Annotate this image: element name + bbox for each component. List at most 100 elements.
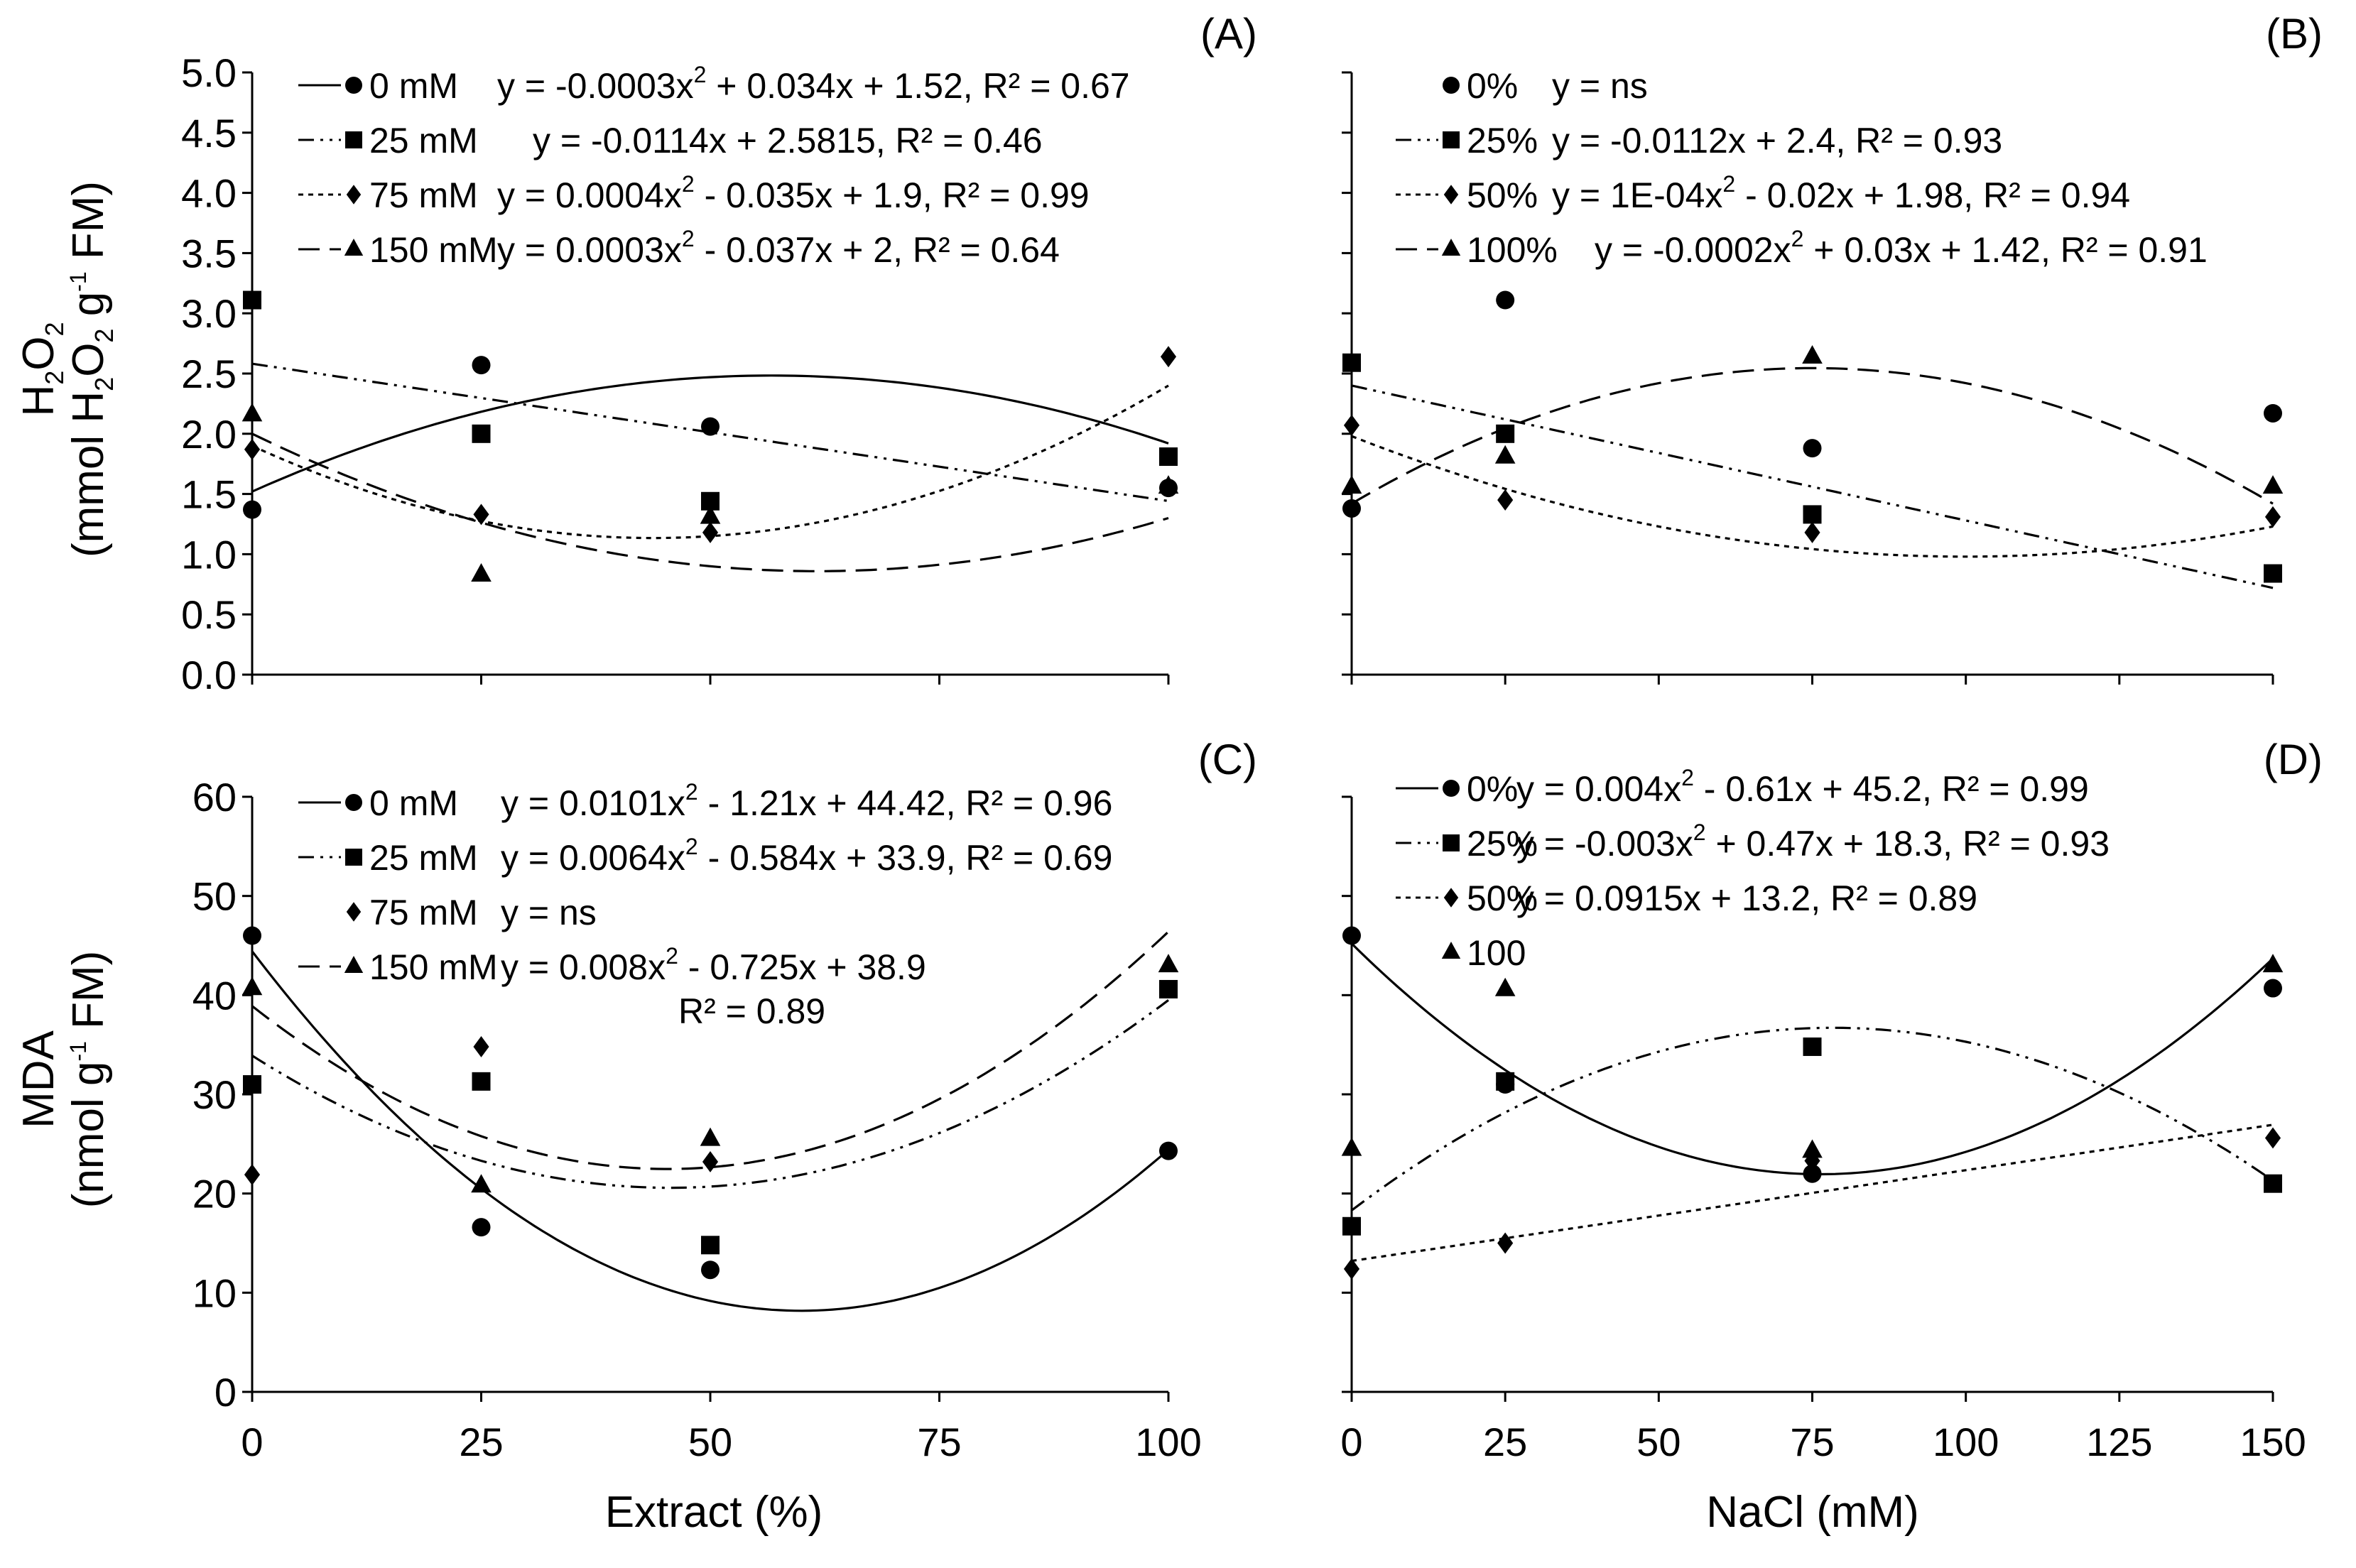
data-point-diamond (1160, 346, 1177, 368)
data-point-triangle (1158, 475, 1179, 494)
legend-series-name: 100% (1467, 230, 1558, 270)
data-point-circle (472, 1218, 491, 1237)
legend-equation: y = 0.008x2 - 0.725x + 38.9 (501, 943, 926, 987)
data-point-circle (1803, 1164, 1822, 1183)
legend-series-name: 25 mM (369, 838, 478, 878)
x-tick-label: 150 (2240, 1420, 2306, 1464)
data-point-square (2264, 564, 2282, 583)
data-point-triangle (1494, 977, 1516, 996)
legend-series-name: 0 mM (369, 66, 458, 106)
legend-entry: 25 mM y = 0.0064x2 - 0.584x + 33.9, R² = … (298, 834, 1112, 878)
x-tick-label: 25 (1483, 1420, 1527, 1464)
trendline-0-mm (251, 374, 1169, 493)
y-tick-label: 2.5 (181, 352, 237, 396)
data-point-circle (1342, 926, 1361, 945)
legend-marker (345, 131, 362, 148)
y-tick-label: 4.5 (181, 111, 237, 156)
legend-equation: y = 0.0064x2 - 0.584x + 33.9, R² = 0.69 (501, 834, 1112, 878)
legend-entry: 0 mM y = -0.0003x2 + 0.034x + 1.52, R² = … (298, 62, 1130, 106)
legend-entry: 75 mM y = 0.0004x2 - 0.035x + 1.9, R² = 0… (298, 171, 1090, 215)
legend-equation: y = -0.0112x + 2.4, R² = 0.93 (1552, 121, 2002, 160)
data-point-circle (701, 417, 720, 436)
data-point-triangle (1158, 954, 1179, 973)
data-point-circle (1496, 290, 1515, 310)
data-point-triangle (1341, 1137, 1362, 1156)
legend-equation: y = -0.0003x2 + 0.034x + 1.52, R² = 0.67 (497, 62, 1130, 106)
legend-series-name: 150 mM (369, 230, 498, 270)
legend-equation: y = ns (501, 893, 597, 932)
data-point-triangle (2262, 954, 2284, 973)
legend-marker (1443, 780, 1460, 797)
panel-c: 0 10 20 30 40 50 60 0 25 50 75 100 (C) 0 mM y = 0.0101… (192, 736, 1257, 1464)
data-point-circle (1803, 439, 1822, 458)
data-point-square (1342, 353, 1361, 372)
legend-equation: y = 0.004x2 - 0.61x + 45.2, R² = 0.99 (1516, 765, 2089, 809)
data-point-square (1496, 424, 1515, 443)
trendline-25-mm (251, 999, 1169, 1189)
x-tick-label: 50 (688, 1420, 732, 1464)
trendline-50- (1351, 435, 2274, 558)
data-point-diamond (473, 503, 489, 526)
legend-equation: y = 0.0915x + 13.2, R² = 0.89 (1516, 878, 1977, 918)
legend-marker (345, 849, 362, 866)
x-axis-title-extract: Extract (%) (605, 1488, 823, 1537)
trendline-25- (1351, 1026, 2274, 1212)
data-point-triangle (1802, 345, 1823, 364)
x-axis-title-nacl: NaCl (mM) (1706, 1488, 1919, 1537)
legend-series-name: 75 mM (369, 175, 478, 215)
legend-series-name: 25% (1467, 121, 1538, 160)
trendline-150-mm (251, 432, 1169, 572)
data-point-diamond (1343, 414, 1360, 436)
y-axis-title-mda: MDA (nmol g-1 FM) (14, 951, 113, 1209)
legend-series-name: 0% (1467, 769, 1518, 809)
legend-marker (346, 185, 362, 205)
legend-series-name: 100 (1467, 933, 1526, 973)
legend-equation: y = -0.0114x + 2.5815, R² = 0.46 (533, 121, 1043, 160)
legend-entry: 0 mM y = 0.0101x2 - 1.21x + 44.42, R² = 0… (298, 779, 1112, 823)
y-tick-label: 10 (192, 1270, 237, 1315)
legend-entry: 25%y = -0.003x2 + 0.47x + 18.3, R² = 0.9… (1396, 820, 2110, 864)
legend-entry: 50% y = 1E-04x2 - 0.02x + 1.98, R² = 0.94 (1396, 171, 2130, 215)
legend-equation-r2: R² = 0.89 (678, 991, 825, 1031)
x-tick-label: 0 (1340, 1420, 1362, 1464)
data-point-triangle (241, 976, 263, 996)
data-point-square (1496, 1072, 1515, 1091)
y-tick-label: 40 (192, 973, 237, 1018)
data-point-diamond (1497, 489, 1514, 511)
legend-series-name: 0% (1467, 66, 1518, 106)
legend-entry: 100% y = -0.0002x2 + 0.03x + 1.42, R² = 0… (1396, 226, 2208, 270)
data-point-circle (243, 500, 261, 519)
legend-series-name: 25 mM (369, 121, 478, 160)
legend-marker (346, 902, 362, 922)
y-tick-label: 5.0 (181, 50, 237, 95)
x-tick-label: 50 (1636, 1420, 1681, 1464)
legend-series-name: 50% (1467, 175, 1538, 215)
data-point-circle (243, 926, 261, 945)
data-point-circle (1159, 1141, 1178, 1160)
y-tick-label: 0 (215, 1370, 237, 1415)
legend-entry: 75 mM y = ns (346, 893, 597, 932)
data-point-diamond (1804, 521, 1820, 543)
trendline-50- (1351, 1123, 2274, 1263)
y-tick-label: 4.0 (181, 171, 237, 216)
legend-marker (1443, 834, 1460, 851)
x-tick-label: 100 (1135, 1420, 1201, 1464)
data-point-diamond (2264, 506, 2281, 528)
data-point-triangle (471, 562, 492, 582)
legend-marker (1443, 185, 1459, 205)
data-point-square (1342, 1216, 1361, 1236)
legend-marker (1441, 239, 1461, 256)
legend-marker (344, 239, 364, 256)
y-tick-label: 3.5 (181, 231, 237, 276)
y-axis-title-line2: (mmol H2O2 g-1 FM) (64, 181, 119, 557)
data-point-triangle (1341, 475, 1362, 494)
data-point-circle (1342, 499, 1361, 518)
panel-label: (A) (1200, 10, 1257, 58)
legend-series-name: 0 mM (369, 783, 458, 823)
panel-label: (C) (1198, 736, 1257, 783)
y-tick-label: 0.5 (181, 592, 237, 637)
legend-marker (1443, 77, 1460, 94)
data-point-circle (472, 356, 491, 375)
y-tick-label: 3.0 (181, 291, 237, 336)
